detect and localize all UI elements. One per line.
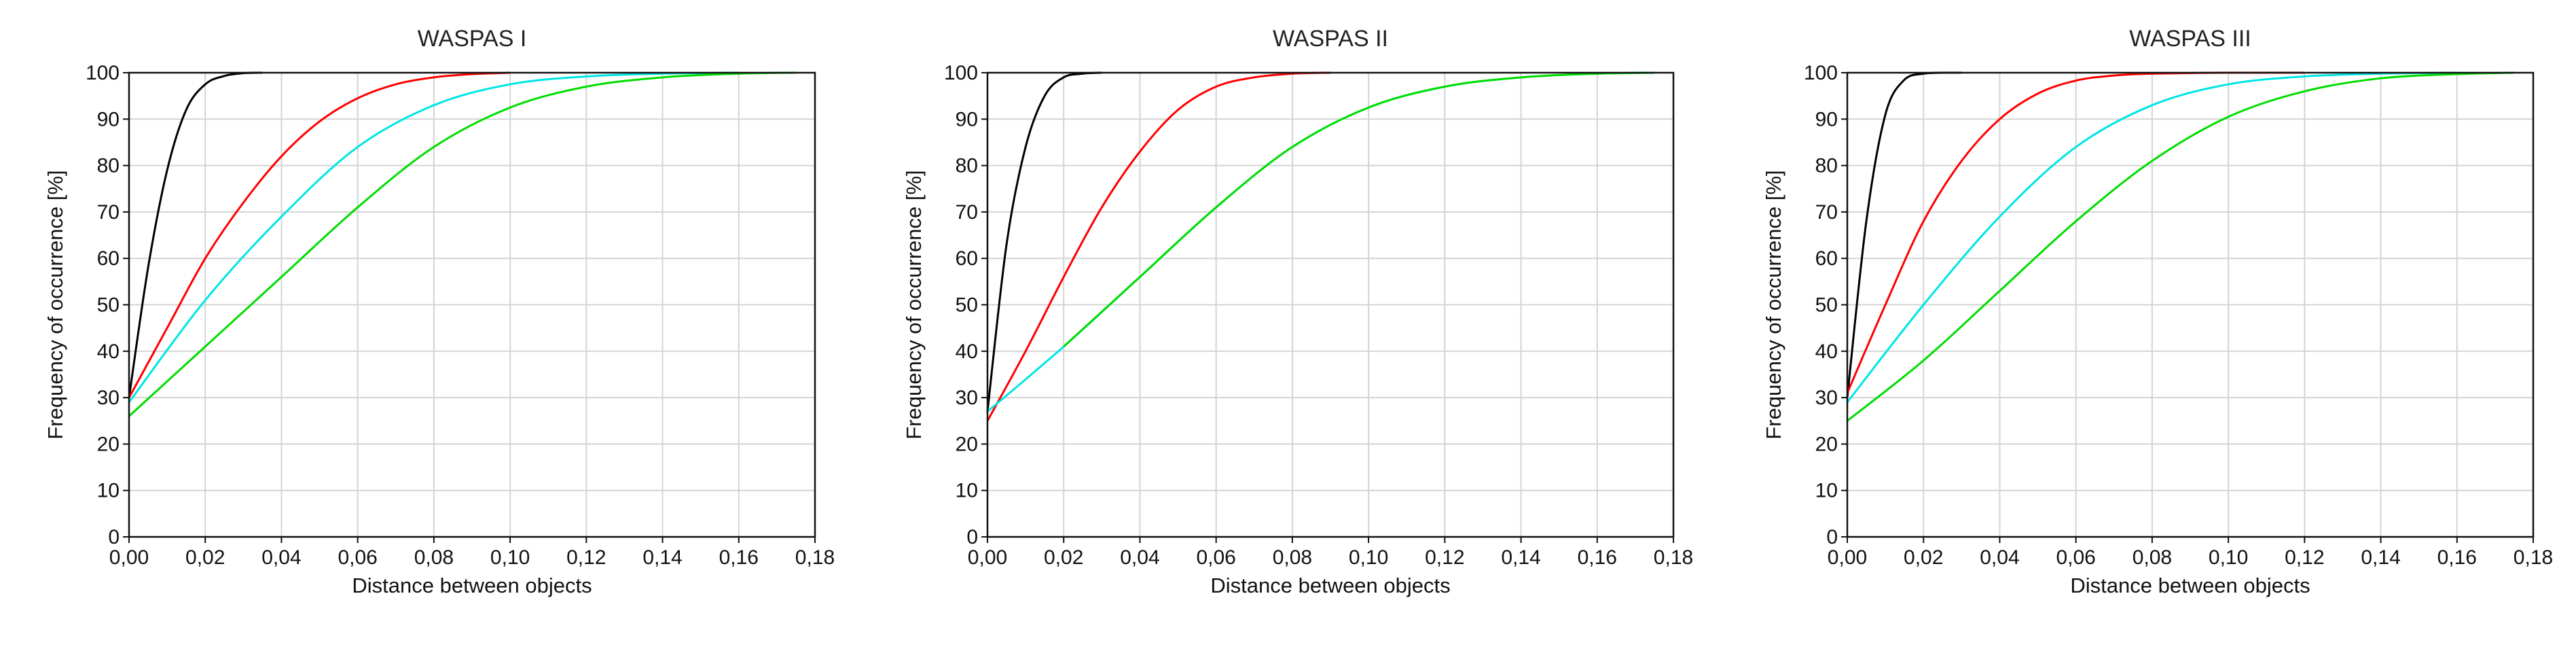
- y-tick-label: 90: [956, 108, 978, 130]
- y-tick-label: 80: [97, 155, 120, 177]
- y-tick-label: 70: [1815, 201, 1838, 224]
- x-tick-label: 0,10: [1349, 546, 1388, 569]
- series-line-4: [1847, 71, 2514, 422]
- x-tick-label: 0,06: [1196, 546, 1235, 569]
- series-line-2: [128, 71, 511, 398]
- y-tick-label: 30: [97, 387, 120, 409]
- y-tick-label: 80: [1815, 155, 1838, 177]
- y-tick-label: 50: [97, 294, 120, 317]
- x-axis-label: Distance between objects: [352, 574, 592, 597]
- y-axis-label: Frequency of occurrence [%]: [43, 170, 67, 439]
- x-tick-label: 0,18: [2514, 546, 2553, 569]
- x-tick-label: 0,16: [2437, 546, 2477, 569]
- chart-waspas-2: WASPAS II 0,00 0,02 0,04 0,06 0,08 0,10 0,12 0,1…: [902, 26, 1693, 597]
- x-tick-label: 0,02: [1044, 546, 1083, 569]
- y-axis-label: Frequency of occurrence [%]: [1762, 170, 1785, 439]
- y-tick-label: 60: [956, 247, 978, 270]
- y-tick-label: 20: [956, 433, 978, 455]
- x-tick-label: 0,04: [1980, 546, 2019, 569]
- y-tick-label: 10: [956, 480, 978, 502]
- x-axis-label: Distance between objects: [1210, 574, 1450, 597]
- y-tick-label: 40: [956, 340, 978, 363]
- chart-title: WASPAS III: [2129, 26, 2251, 52]
- x-tick-label: 0,02: [1904, 546, 1943, 569]
- y-tick-label: 20: [97, 433, 120, 455]
- x-tick-label: 0,10: [2209, 546, 2248, 569]
- series-line-2: [986, 71, 1331, 421]
- x-tick-label: 0,00: [1828, 546, 1867, 569]
- series-line-1: [986, 71, 1102, 412]
- grid: [1847, 73, 2533, 537]
- x-tick-label: 0,18: [795, 546, 835, 569]
- y-tick-label: 60: [1815, 247, 1838, 270]
- x-tick-label: 0,10: [490, 546, 530, 569]
- x-tick-label: 0,08: [414, 546, 454, 569]
- series-line-3: [128, 71, 739, 403]
- y-tick-label: 50: [1815, 294, 1838, 317]
- x-axis-label: Distance between objects: [2070, 574, 2310, 597]
- y-tick-label: 90: [97, 108, 120, 130]
- x-tick-label: 0,14: [1501, 546, 1540, 569]
- chart-waspas-1: WASPAS I 0,00 0,02 0,04 0,06 0,08 0,10 0,12 0,14…: [43, 26, 835, 597]
- y-tick-label: 40: [1815, 340, 1838, 363]
- y-tick-label: 10: [97, 480, 120, 502]
- chart-title: WASPAS II: [1273, 26, 1388, 52]
- x-tick-label: 0,14: [642, 546, 682, 569]
- series-line-4: [128, 71, 796, 417]
- y-tick-label: 100: [944, 62, 978, 84]
- y-tick-label: 20: [1815, 433, 1838, 455]
- y-tick-label: 0: [108, 526, 120, 548]
- grid: [987, 73, 1673, 537]
- y-axis-label: Frequency of occurrence [%]: [902, 170, 926, 439]
- y-tick-label: 70: [97, 201, 120, 224]
- grid: [129, 73, 815, 537]
- y-tick-label: 0: [966, 526, 978, 548]
- x-tick-label: 0,14: [2361, 546, 2400, 569]
- x-tick-label: 0,12: [2285, 546, 2324, 569]
- x-tick-label: 0,08: [1273, 546, 1312, 569]
- x-tick-label: 0,12: [1425, 546, 1464, 569]
- x-tick-label: 0,16: [719, 546, 759, 569]
- x-tick-label: 0,06: [2056, 546, 2095, 569]
- chart-title: WASPAS I: [418, 26, 527, 52]
- x-tick-label: 0,04: [1120, 546, 1159, 569]
- y-tick-label: 0: [1826, 526, 1838, 548]
- y-tick-label: 40: [97, 340, 120, 363]
- series-line-4: [1063, 71, 1654, 348]
- y-tick-label: 60: [97, 247, 120, 270]
- x-tick-label: 0,02: [185, 546, 225, 569]
- y-tick-label: 10: [1815, 480, 1838, 502]
- x-tick-label: 0,12: [566, 546, 606, 569]
- y-tick-label: 30: [1815, 387, 1838, 409]
- series-line-1: [128, 71, 263, 398]
- series-line-3: [1846, 71, 2457, 403]
- x-tick-label: 0,06: [338, 546, 377, 569]
- x-tick-label: 0,16: [1578, 546, 1617, 569]
- x-tick-label: 0,00: [109, 546, 149, 569]
- y-tick-label: 100: [86, 62, 120, 84]
- x-tick-label: 0,04: [261, 546, 301, 569]
- x-tick-label: 0,08: [2133, 546, 2172, 569]
- y-tick-label: 70: [956, 201, 978, 224]
- x-tick-label: 0,18: [1654, 546, 1693, 569]
- y-tick-label: 100: [1804, 62, 1838, 84]
- chart-waspas-3: WASPAS III 0,00 0,02 0,04 0,06 0,08 0,10 0,12 0,…: [1762, 26, 2553, 597]
- y-tick-label: 90: [1815, 108, 1838, 130]
- y-tick-label: 80: [956, 155, 978, 177]
- x-tick-label: 0,00: [968, 546, 1007, 569]
- y-tick-label: 30: [956, 387, 978, 409]
- series-line-1: [1846, 71, 1962, 398]
- y-tick-label: 50: [956, 294, 978, 317]
- series-line-3: [987, 71, 1654, 413]
